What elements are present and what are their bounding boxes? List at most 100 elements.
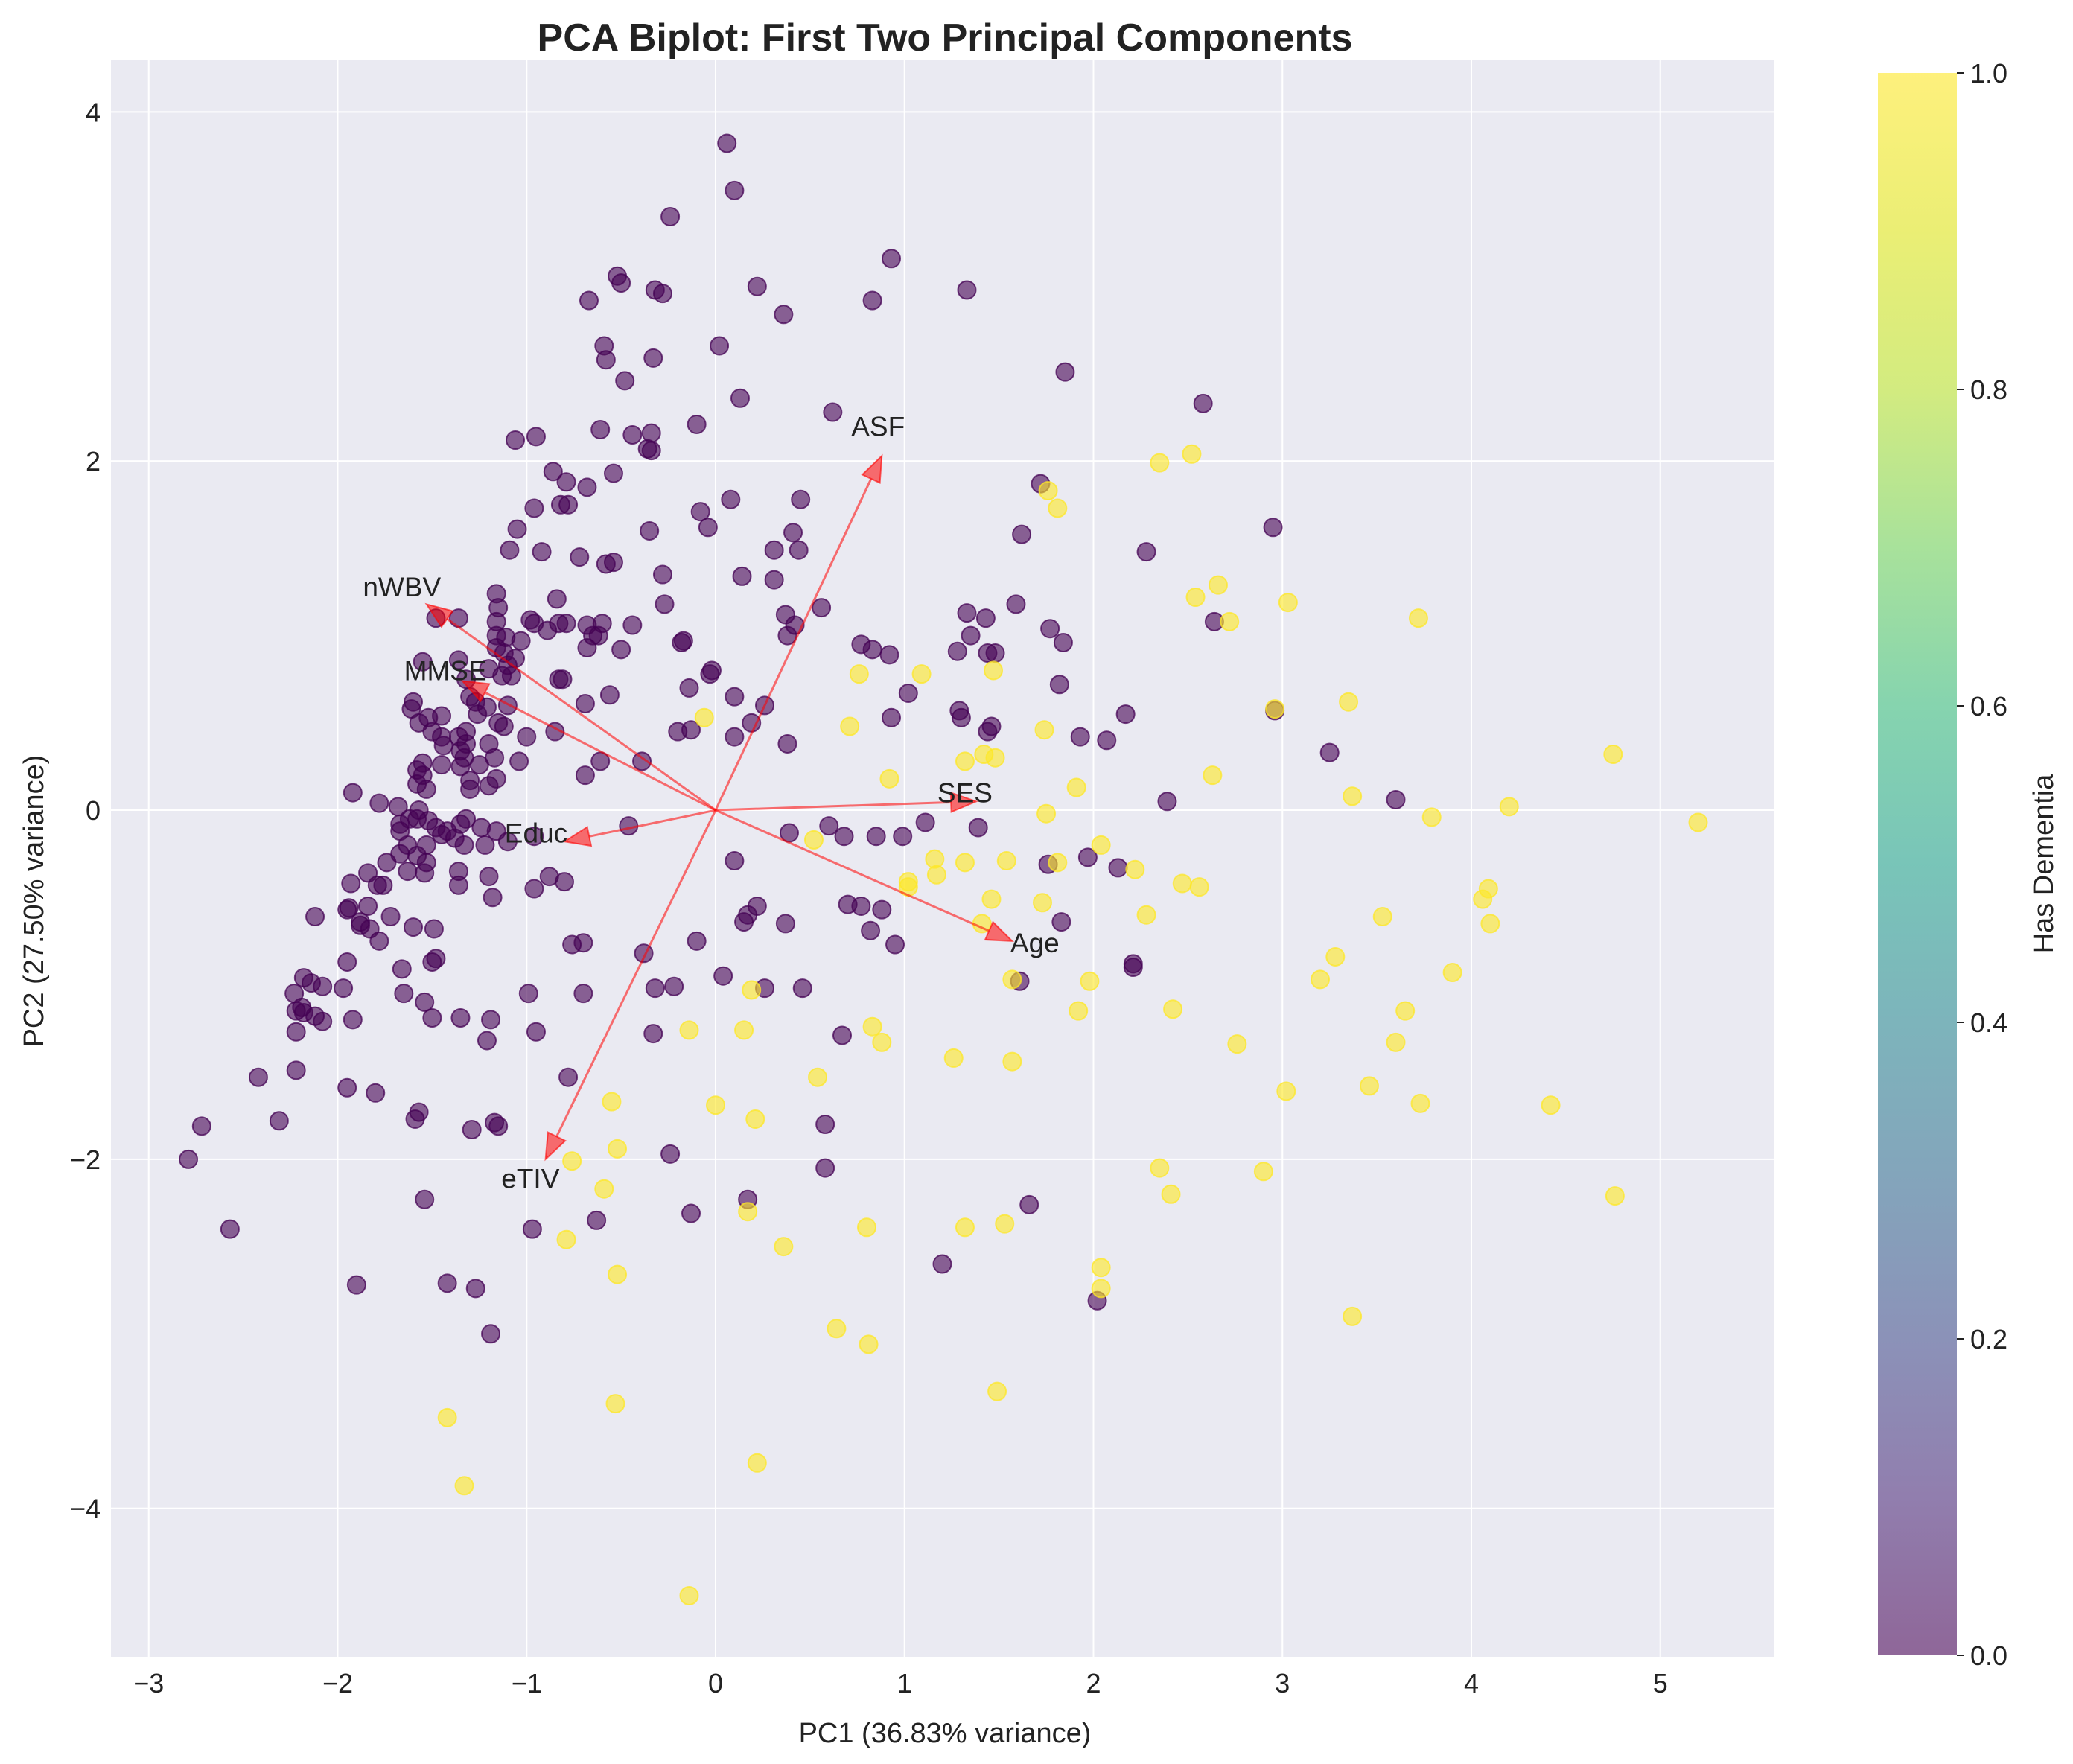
data-point [1386, 1032, 1406, 1052]
data-point [191, 1116, 211, 1136]
data-point [957, 280, 977, 300]
data-point [575, 765, 595, 786]
data-point [1343, 786, 1363, 806]
data-point [947, 641, 967, 661]
data-point [851, 896, 871, 916]
data-point [823, 402, 843, 422]
data-point [337, 1077, 357, 1098]
data-point [725, 851, 745, 871]
data-point [679, 1020, 699, 1040]
data-point [1185, 588, 1206, 608]
data-point [827, 1319, 847, 1339]
data-point [660, 1144, 681, 1164]
data-point [367, 875, 387, 895]
data-point [538, 620, 558, 640]
data-point [269, 1111, 289, 1131]
data-point [730, 388, 750, 408]
data-point [305, 907, 325, 927]
data-point [313, 1011, 333, 1031]
data-point [1193, 393, 1213, 413]
data-point [460, 771, 480, 791]
data-point [955, 853, 975, 873]
data-point [454, 1476, 474, 1496]
data-point [477, 1031, 497, 1051]
loading-label-etiv: eTIV [501, 1164, 559, 1194]
data-point [313, 976, 333, 996]
loading-label-age: Age [1010, 928, 1060, 958]
data-point [706, 1095, 725, 1115]
data-point [1421, 807, 1442, 827]
data-point [987, 1381, 1007, 1401]
data-point [507, 519, 527, 539]
data-point [664, 976, 684, 996]
data-point [1372, 907, 1392, 927]
data-point [562, 934, 582, 955]
data-point [834, 827, 854, 847]
colorbar-tick-label: 0.8 [1970, 375, 2007, 405]
data-point [808, 1067, 828, 1087]
data-point [985, 748, 1005, 768]
data-point [879, 768, 899, 789]
data-point [220, 1219, 240, 1239]
data-point [1442, 963, 1462, 983]
data-point [409, 1102, 429, 1122]
data-point [861, 920, 881, 940]
data-point [725, 727, 745, 747]
data-point [641, 423, 661, 443]
colorbar: 0.0 0.2 0.4 0.6 0.8 1.0 Has Dementia [1878, 58, 2060, 1671]
data-point [1161, 1184, 1181, 1204]
data-point [1311, 969, 1330, 990]
colorbar-ticks: 0.0 0.2 0.4 0.6 0.8 1.0 [1957, 58, 2007, 1671]
data-point [556, 472, 576, 492]
data-point [725, 687, 745, 707]
colorbar-gradient [1878, 73, 1957, 1655]
data-point [369, 793, 389, 813]
data-point [1182, 444, 1202, 464]
data-point [1276, 1081, 1296, 1101]
x-tick-label: 2 [1086, 1668, 1101, 1698]
data-point [556, 614, 576, 634]
loading-arrowhead-mmse [460, 680, 491, 703]
data-point [738, 1202, 758, 1222]
data-point [433, 736, 453, 756]
data-point [369, 931, 389, 951]
data-point [943, 1048, 964, 1068]
data-point [404, 917, 423, 937]
loading-label-educ: Educ [505, 818, 567, 849]
data-point [1019, 1194, 1039, 1214]
data-point [819, 816, 839, 836]
data-point [815, 1115, 835, 1134]
data-point [742, 980, 762, 1000]
data-point [450, 757, 471, 777]
data-point [1091, 1258, 1111, 1278]
data-point [573, 984, 593, 1004]
data-point [932, 1254, 952, 1274]
data-point [721, 489, 741, 509]
data-point [640, 520, 660, 541]
data-point [1080, 971, 1100, 991]
data-point [643, 348, 663, 368]
data-point [481, 1324, 501, 1344]
data-point [479, 776, 499, 796]
data-point [350, 912, 370, 932]
data-point [611, 640, 631, 660]
data-point [791, 489, 811, 509]
x-axis-label: PC1 (36.83% variance) [799, 1718, 1092, 1749]
data-point [1136, 542, 1156, 562]
data-point [687, 931, 707, 951]
loading-arrowhead-etiv [544, 1131, 567, 1162]
data-point [558, 494, 579, 515]
data-point [432, 706, 452, 726]
data-point [774, 305, 794, 325]
data-point [1157, 792, 1177, 812]
data-point [1070, 727, 1090, 747]
data-point [955, 751, 975, 771]
x-tick-label: 0 [708, 1668, 723, 1698]
x-tick-label: 4 [1464, 1668, 1479, 1698]
data-point [1163, 999, 1183, 1019]
data-point [1036, 803, 1057, 824]
loading-arrowhead-nwbv [424, 602, 454, 628]
data-point [996, 851, 1016, 871]
data-point [594, 1179, 614, 1199]
data-point [961, 625, 981, 646]
